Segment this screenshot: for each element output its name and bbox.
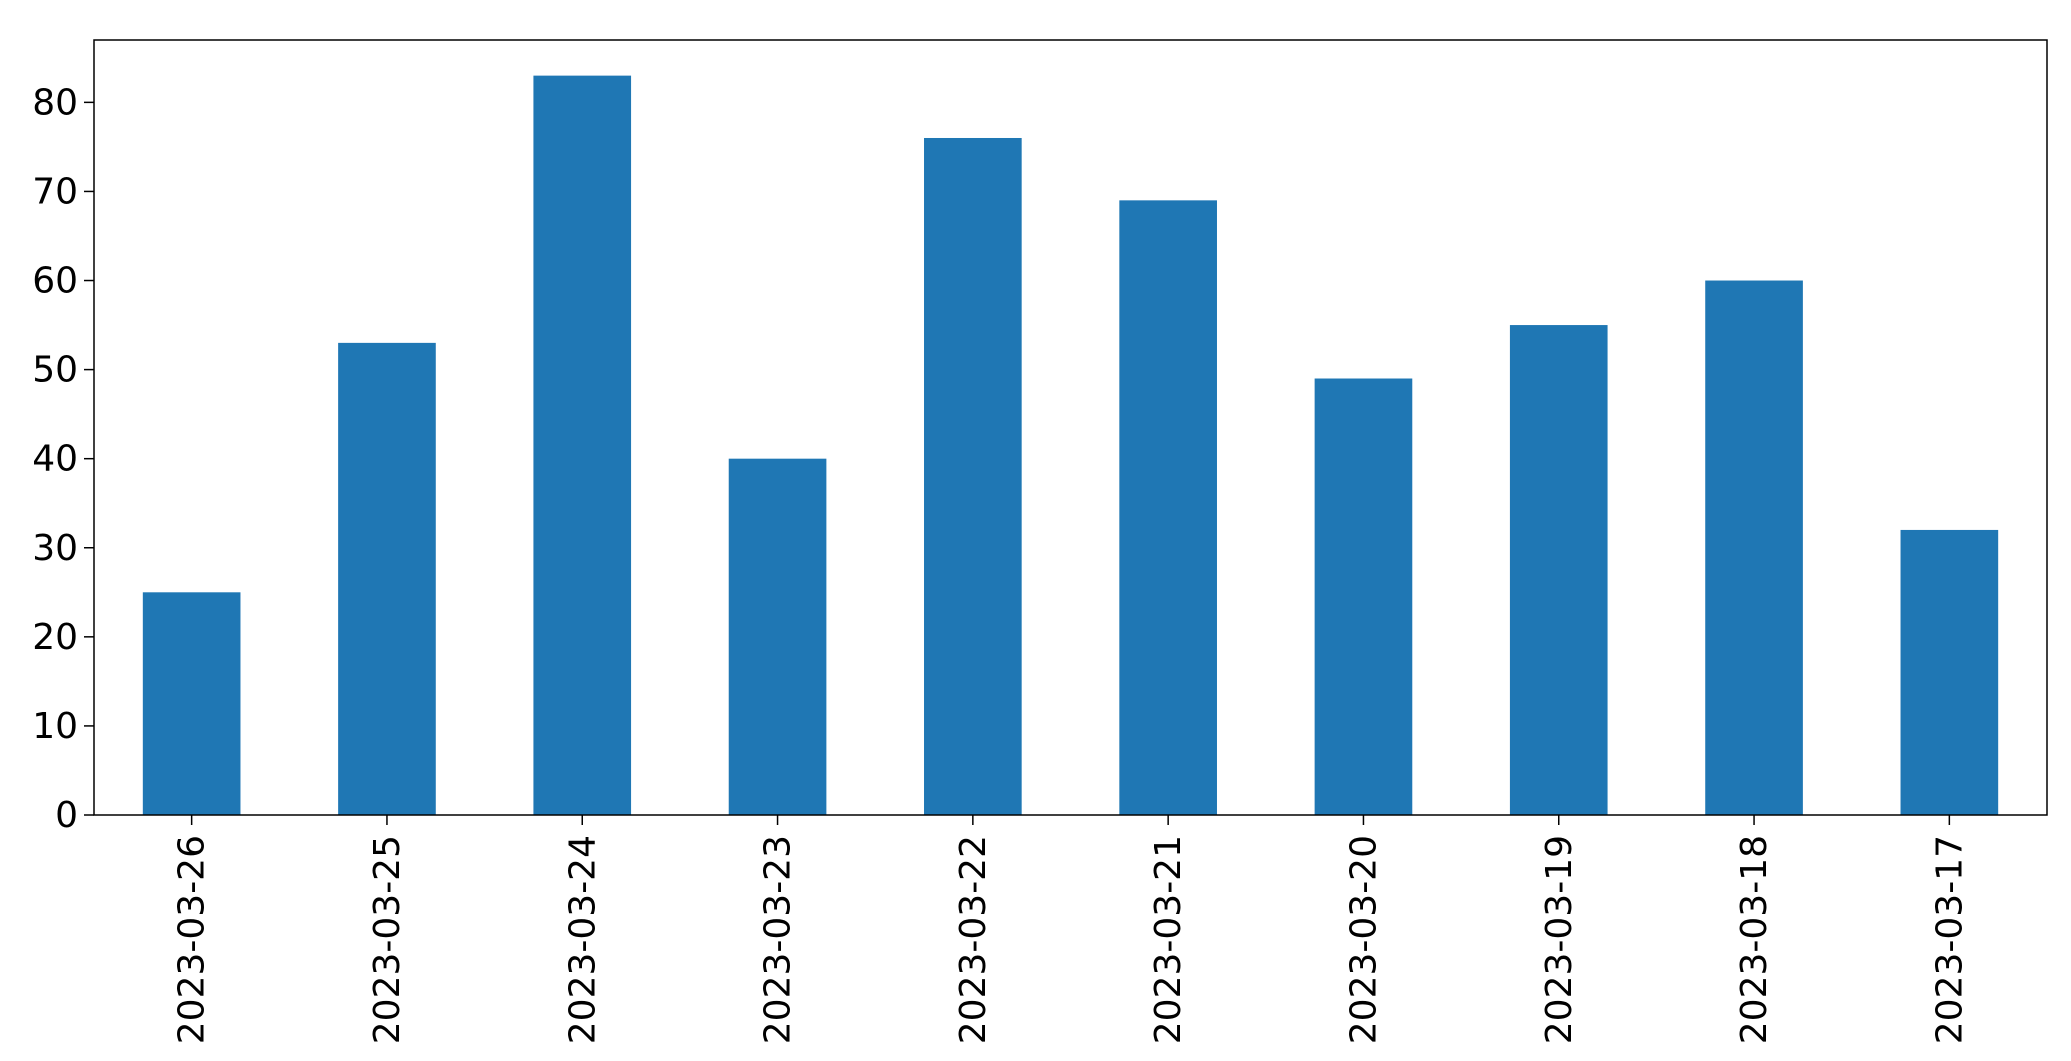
y-tick-label: 50 [32,350,78,391]
bar-2023-03-23 [728,458,827,815]
y-tick-label: 30 [32,528,78,569]
x-tick-label: 2023-03-20 [1343,835,1384,1044]
plot-frame [93,39,2048,816]
bar-2023-03-20 [1314,378,1413,815]
y-tick-label: 80 [32,82,78,123]
y-axis: 0 10 20 30 40 50 60 70 80 [32,82,94,836]
bar-2023-03-19 [1509,325,1608,815]
bar-2023-03-26 [142,592,241,815]
x-axis: 2023-03-26 2023-03-25 2023-03-24 2023-03-23… [172,815,1970,1044]
x-tick-label: 2023-03-19 [1539,835,1580,1044]
y-tick-label: 0 [55,795,78,836]
y-tick-label: 60 [32,261,78,302]
bar-2023-03-18 [1705,280,1803,815]
x-tick-label: 2023-03-26 [172,835,213,1044]
y-tick-label: 10 [32,706,78,747]
bar-2023-03-24 [533,75,632,815]
bars-layer [142,75,1999,816]
x-tick-label: 2023-03-22 [953,835,994,1044]
bar-2023-03-22 [924,137,1022,816]
bar-2023-03-25 [338,342,436,815]
y-tick-label: 40 [32,439,78,480]
x-tick-label: 2023-03-25 [367,835,408,1044]
x-tick-label: 2023-03-23 [758,835,799,1044]
x-tick-label: 2023-03-17 [1929,835,1970,1044]
bar-2023-03-21 [1119,200,1217,816]
y-tick-label: 70 [32,171,78,212]
x-tick-label: 2023-03-18 [1734,835,1775,1044]
bar-2023-03-17 [1900,529,1999,815]
y-tick-label: 20 [32,617,78,658]
x-tick-label: 2023-03-21 [1148,835,1189,1044]
x-tick-label: 2023-03-24 [562,835,603,1044]
